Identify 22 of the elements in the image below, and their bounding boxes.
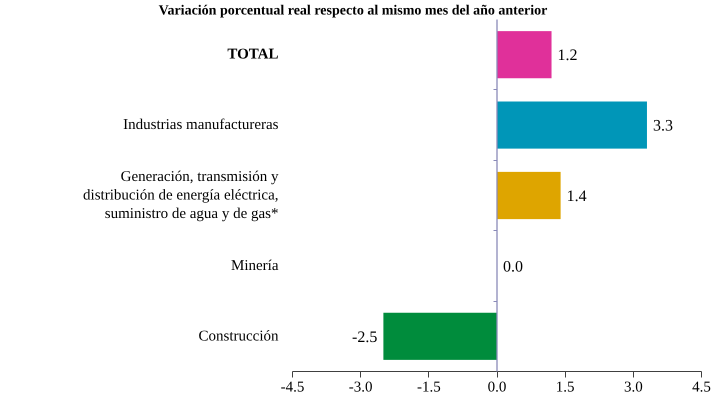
y-tick-label: Construcción	[198, 328, 279, 344]
bar	[497, 172, 561, 220]
data-label: 0.0	[503, 258, 523, 276]
bar	[497, 31, 552, 78]
data-label: -2.5	[352, 328, 378, 346]
x-tick-label: -4.5	[280, 380, 304, 396]
x-tick-label: 1.5	[556, 380, 575, 396]
bar	[497, 102, 647, 149]
data-label: 3.3	[652, 118, 673, 135]
bar	[383, 312, 497, 360]
data-label: 1.2	[558, 47, 578, 64]
y-tick-label: Generación, transmisión y distribución de energía eléctrica, suministro de agua y de gas*	[83, 169, 279, 222]
x-tick-label: -3.0	[348, 380, 373, 396]
data-label: 1.4	[566, 188, 587, 205]
x-tick-label: 4.5	[692, 380, 711, 396]
x-tick-label: -1.5	[416, 380, 441, 396]
y-tick-label: Minería	[231, 258, 279, 274]
y-tick-label: Industrias manufactureras	[123, 117, 279, 134]
x-tick-label: 3.0	[624, 380, 643, 396]
x-tick-label: 0.0	[488, 380, 506, 396]
y-tick-label: TOTAL	[227, 46, 279, 63]
chart-title: Variación porcentual real respecto al mismo mes del año anterior	[158, 4, 548, 18]
